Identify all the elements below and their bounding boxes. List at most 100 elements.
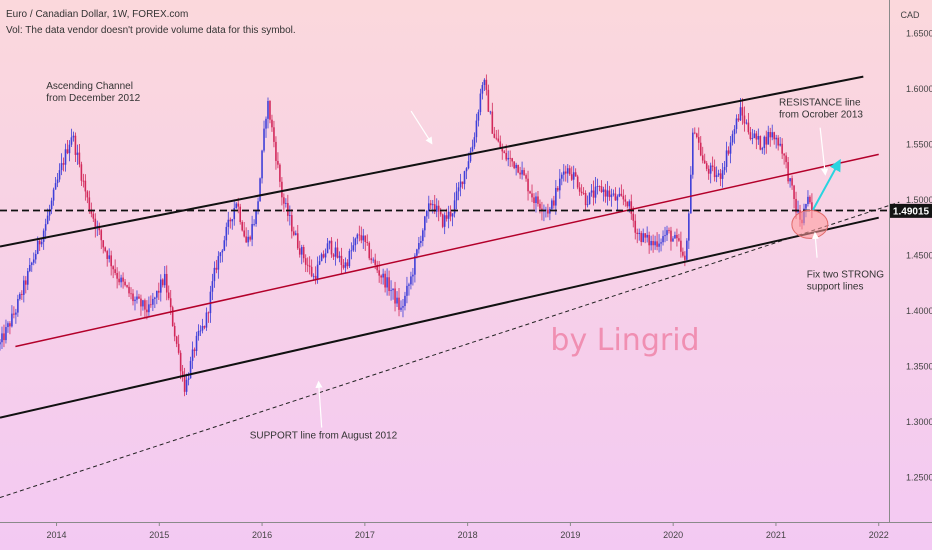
- candle-body: [433, 204, 436, 212]
- candle-body: [453, 200, 456, 214]
- candle-body: [263, 128, 265, 151]
- candle-body: [21, 293, 23, 295]
- candle-body: [592, 190, 595, 198]
- candle-body: [406, 285, 408, 296]
- lower-channel-line: [0, 216, 879, 419]
- candle-body: [243, 230, 245, 237]
- candle-body: [451, 213, 454, 217]
- candle-body: [342, 265, 345, 268]
- candle-body: [58, 170, 61, 180]
- x-axis[interactable]: 2014 2015 2016 2017 2018 2019 2020 2021 2022: [47, 522, 889, 540]
- candle-body: [743, 115, 746, 124]
- candle-body: [719, 173, 722, 179]
- candle-body: [435, 205, 438, 212]
- candle-body: [275, 141, 277, 161]
- volume-note: Vol: The data vendor doesn't provide vol…: [6, 25, 296, 36]
- candle-body: [634, 220, 637, 233]
- candle-body: [672, 238, 674, 242]
- candle-body: [590, 190, 593, 193]
- candle-body: [203, 326, 206, 328]
- candle-body: [475, 120, 478, 138]
- candle-body: [616, 196, 619, 201]
- candle-body: [626, 201, 629, 207]
- candle-body: [205, 312, 208, 328]
- candle-body: [159, 279, 162, 293]
- candle-body: [100, 230, 103, 241]
- candle-body: [338, 255, 341, 258]
- candle-body: [443, 215, 446, 227]
- x-tick-label: 2019: [560, 530, 580, 540]
- candle-body: [88, 197, 91, 210]
- candle-body: [412, 274, 414, 277]
- candle-body: [213, 267, 216, 282]
- candle-body: [733, 129, 736, 135]
- candle-body: [429, 203, 432, 206]
- candle-body: [138, 296, 140, 299]
- candle-body: [279, 164, 281, 182]
- candle-body: [709, 165, 712, 174]
- candle-body: [723, 167, 726, 171]
- candle-body: [614, 193, 617, 201]
- x-tick-label: 2021: [766, 530, 786, 540]
- candle-body: [167, 292, 170, 299]
- candle-body: [223, 240, 226, 251]
- candle-body: [503, 151, 506, 153]
- candle-body: [713, 166, 716, 178]
- y-tick-label: 1.65000: [906, 28, 932, 38]
- currency-label: CAD: [900, 10, 920, 20]
- candle-body: [336, 247, 339, 258]
- candle-body: [144, 300, 146, 310]
- candle-body: [610, 194, 613, 198]
- candle-body: [76, 152, 79, 155]
- y-tick-label: 1.30000: [906, 417, 932, 427]
- candle-body: [298, 248, 301, 255]
- support-zone-circle: [791, 209, 829, 239]
- annotation-line: from Ocrober 2013: [779, 110, 863, 121]
- candle-body: [171, 307, 174, 326]
- trend-lines: [0, 75, 900, 499]
- candle-body: [62, 163, 65, 165]
- candle-body: [259, 178, 261, 202]
- candle-body: [229, 219, 232, 222]
- candle-body: [114, 269, 116, 273]
- candle-body: [439, 211, 442, 215]
- candle-body: [316, 264, 319, 280]
- candle-body: [231, 219, 234, 222]
- annotation-arrows: [315, 110, 841, 428]
- candle-body: [787, 162, 789, 182]
- candle-body: [0, 342, 1, 345]
- candle-body: [636, 232, 639, 235]
- candle-body: [225, 226, 228, 241]
- candle-body: [511, 158, 513, 162]
- candle-body: [50, 200, 53, 210]
- candle-body: [370, 258, 373, 261]
- candle-body: [175, 336, 178, 344]
- candle-body: [1, 333, 3, 343]
- y-axis[interactable]: 1.65000 1.60000 1.55000 1.50000 1.45000 1.400…: [906, 28, 932, 482]
- candle-body: [753, 133, 756, 138]
- candle-body: [692, 132, 694, 175]
- annotation-line: support lines: [807, 282, 864, 293]
- candle-body: [7, 323, 9, 328]
- candle-body: [515, 164, 517, 169]
- candle-body: [477, 112, 480, 121]
- candle-body: [483, 79, 486, 86]
- ascending-channel-label: Ascending Channel from December 2012: [46, 81, 140, 104]
- candle-body: [523, 170, 525, 176]
- candle-body: [251, 224, 253, 240]
- support-strong-arrow: [811, 231, 820, 258]
- candle-body: [686, 240, 688, 260]
- x-tick-label: 2018: [458, 530, 478, 540]
- candle-body: [241, 222, 243, 231]
- symbol-title[interactable]: Euro / Canadian Dollar, 1W, FOREX.com: [6, 9, 189, 20]
- candle-body: [257, 201, 259, 211]
- candle-body: [572, 172, 575, 180]
- y-tick-label: 1.25000: [906, 473, 932, 483]
- last-price-badge[interactable]: 1.49015: [890, 203, 932, 218]
- candle-body: [759, 135, 762, 150]
- candle-body: [559, 178, 561, 191]
- candle-body: [757, 135, 760, 140]
- candle-body: [745, 122, 748, 124]
- candle-body: [535, 196, 537, 203]
